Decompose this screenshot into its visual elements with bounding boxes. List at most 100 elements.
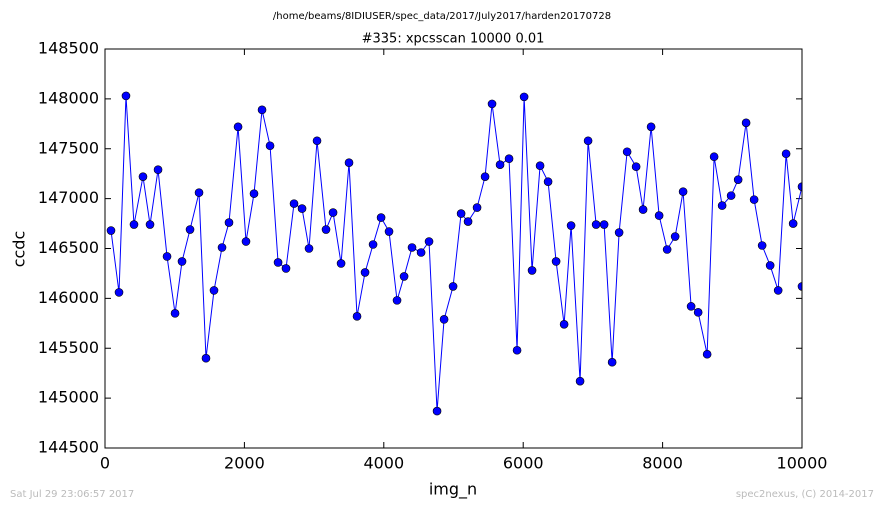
point bbox=[781, 149, 791, 159]
x-tick-label: 2000 bbox=[224, 454, 265, 473]
point bbox=[368, 240, 378, 249]
point bbox=[352, 312, 362, 321]
point bbox=[614, 228, 624, 237]
point bbox=[678, 187, 688, 196]
plot-area: 0 2000 4000 6000 8000 10000 144500 145000 145500… bbox=[38, 39, 828, 473]
x-axis-label: img_n bbox=[429, 480, 477, 500]
point bbox=[480, 172, 490, 181]
point bbox=[224, 218, 234, 227]
point bbox=[765, 261, 775, 270]
point bbox=[241, 237, 251, 246]
suptitle: /home/beams/8IDIUSER/spec_data/2017/July… bbox=[273, 11, 611, 22]
point bbox=[360, 268, 370, 277]
point bbox=[177, 257, 187, 266]
point bbox=[757, 241, 767, 250]
point bbox=[257, 105, 267, 115]
point bbox=[328, 208, 338, 217]
y-tick-label: 147000 bbox=[38, 188, 99, 207]
point bbox=[432, 406, 442, 416]
point bbox=[591, 220, 601, 229]
point bbox=[399, 272, 409, 281]
point bbox=[559, 320, 569, 329]
y-tick-label: 146500 bbox=[38, 238, 99, 257]
point bbox=[504, 154, 514, 164]
point bbox=[138, 172, 148, 181]
footer-left: Sat Jul 29 23:06:57 2017 bbox=[10, 489, 134, 500]
point bbox=[733, 175, 743, 184]
y-tick-label: 146000 bbox=[38, 288, 99, 307]
point bbox=[170, 309, 180, 318]
point bbox=[439, 315, 449, 324]
point bbox=[607, 357, 617, 367]
point bbox=[121, 91, 131, 101]
point bbox=[788, 219, 798, 228]
point bbox=[670, 232, 680, 241]
point bbox=[273, 258, 283, 267]
point bbox=[709, 152, 719, 162]
point bbox=[304, 244, 314, 253]
point bbox=[233, 122, 243, 132]
point bbox=[456, 209, 466, 218]
point bbox=[472, 203, 482, 212]
y-tick-label: 148500 bbox=[38, 39, 99, 58]
point bbox=[599, 220, 609, 229]
point bbox=[448, 282, 458, 291]
point bbox=[646, 122, 656, 132]
point bbox=[145, 220, 155, 229]
point bbox=[321, 225, 331, 234]
x-tick-label: 6000 bbox=[503, 454, 544, 473]
point bbox=[519, 92, 529, 102]
point bbox=[407, 243, 417, 252]
point bbox=[336, 259, 346, 268]
y-tick-label: 147500 bbox=[38, 138, 99, 157]
point bbox=[487, 99, 497, 109]
point bbox=[726, 191, 736, 200]
point bbox=[416, 248, 426, 257]
point bbox=[162, 252, 172, 261]
point bbox=[512, 345, 522, 355]
point bbox=[281, 264, 291, 273]
point bbox=[185, 225, 195, 234]
point bbox=[527, 266, 537, 275]
point bbox=[654, 211, 664, 220]
point bbox=[249, 189, 259, 198]
point bbox=[622, 147, 632, 157]
point bbox=[566, 221, 576, 230]
point bbox=[583, 136, 593, 146]
point bbox=[463, 217, 473, 226]
point bbox=[702, 349, 712, 359]
point bbox=[543, 177, 553, 186]
point bbox=[265, 141, 275, 151]
point bbox=[575, 376, 585, 386]
point bbox=[194, 188, 204, 197]
point bbox=[551, 257, 561, 266]
point bbox=[749, 195, 759, 204]
footer-right: spec2nexus, (C) 2014-2017 bbox=[736, 489, 874, 500]
y-tick-label: 145000 bbox=[38, 388, 99, 407]
y-axis-label: ccdc bbox=[10, 231, 29, 268]
point bbox=[209, 286, 219, 295]
x-tick-label: 0 bbox=[100, 454, 110, 473]
point bbox=[773, 286, 783, 295]
point bbox=[693, 308, 703, 317]
y-tick-label: 148000 bbox=[38, 88, 99, 107]
series bbox=[106, 91, 802, 416]
point bbox=[297, 204, 307, 213]
point bbox=[686, 302, 696, 311]
point bbox=[376, 213, 386, 222]
point bbox=[797, 182, 802, 191]
y-tick-label: 145500 bbox=[38, 338, 99, 357]
chart-title: #335: xpcsscan 10000 0.01 bbox=[362, 32, 545, 47]
point bbox=[495, 160, 505, 170]
point bbox=[741, 118, 751, 128]
point bbox=[289, 199, 299, 208]
point bbox=[344, 158, 354, 168]
point bbox=[631, 162, 641, 172]
point bbox=[662, 245, 672, 254]
plot-frame bbox=[104, 48, 803, 449]
point bbox=[106, 226, 116, 235]
point bbox=[797, 282, 802, 291]
point bbox=[312, 136, 322, 146]
point bbox=[384, 227, 394, 236]
